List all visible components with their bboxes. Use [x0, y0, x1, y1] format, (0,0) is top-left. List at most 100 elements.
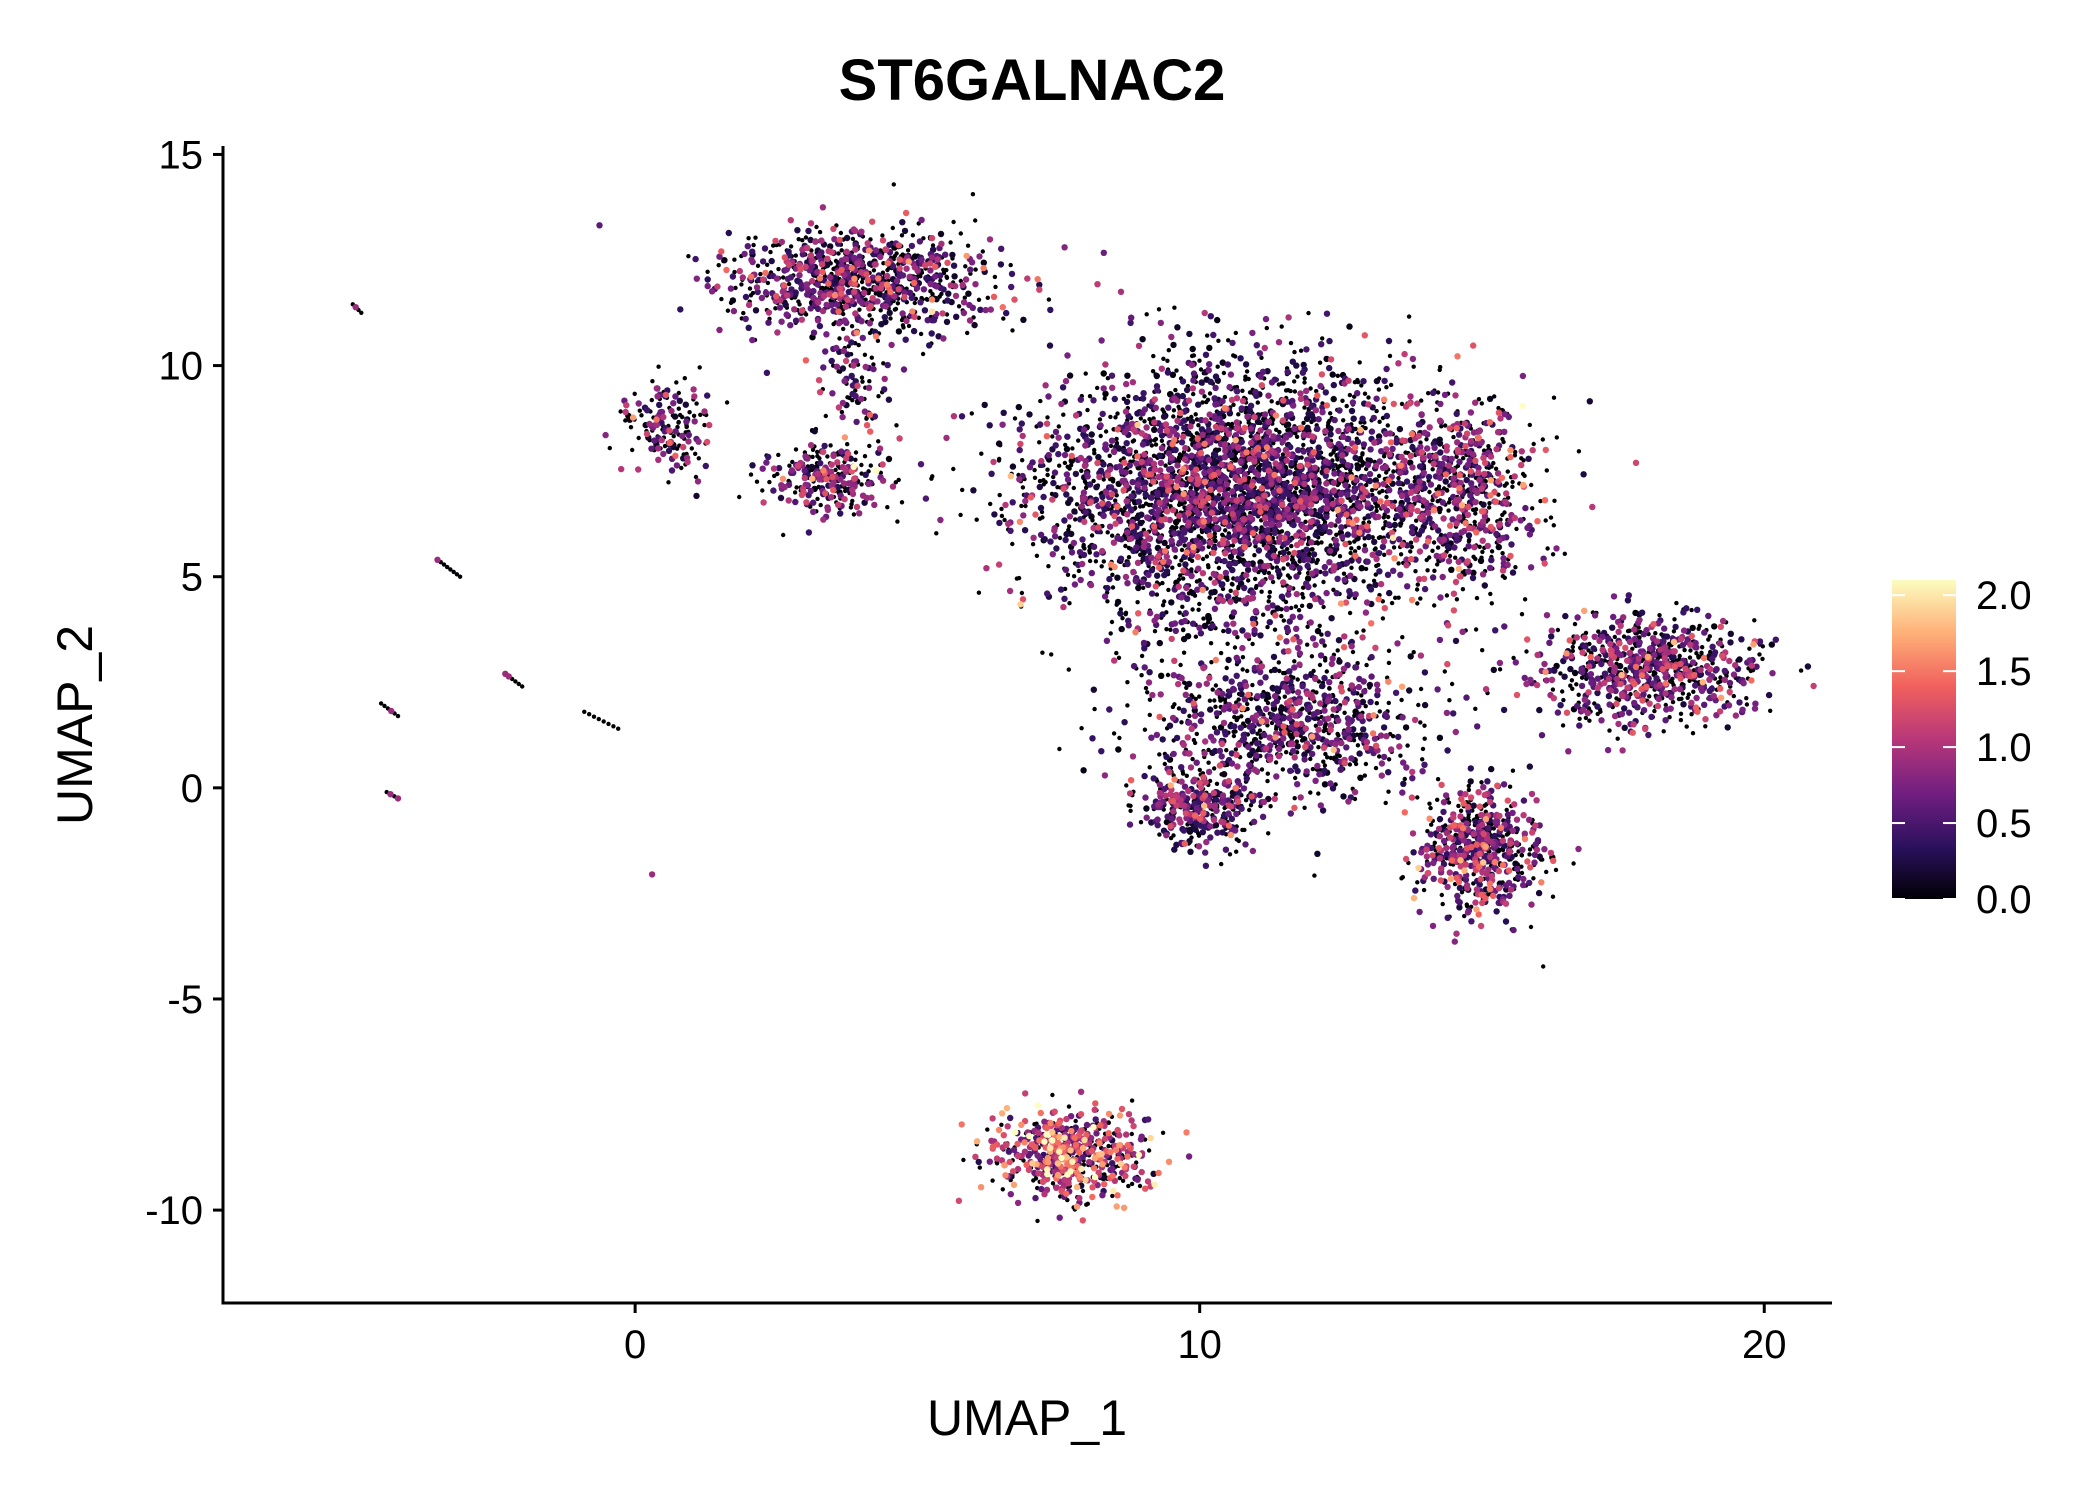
cell-point: [611, 724, 616, 729]
cell-point: [1377, 709, 1383, 714]
cell-point: [1466, 787, 1472, 793]
cell-point: [1212, 698, 1217, 703]
cell-point: [1240, 667, 1245, 672]
cell-point: [776, 452, 781, 458]
cell-point: [1138, 416, 1144, 421]
cell-point: [1259, 767, 1265, 772]
cell-point: [1227, 852, 1233, 857]
cell-point: [1373, 377, 1381, 385]
cell-point: [1205, 615, 1213, 622]
cell-point: [981, 401, 988, 409]
cell-point: [1093, 484, 1100, 491]
cell-point: [815, 449, 820, 455]
cell-point: [1108, 443, 1114, 449]
cell-point: [1060, 555, 1066, 560]
cell-point: [892, 253, 897, 259]
cell-point: [881, 361, 886, 366]
cell-point: [1170, 565, 1175, 570]
cell-point: [1454, 597, 1460, 602]
cell-point: [596, 716, 601, 722]
cell-point: [1574, 682, 1579, 687]
cell-point: [1236, 697, 1241, 702]
cell-point: [1607, 728, 1612, 733]
cell-point: [1570, 644, 1576, 650]
cell-point: [1544, 468, 1550, 473]
cell-point: [705, 269, 710, 274]
cell-point: [1479, 401, 1485, 406]
cell-point: [1440, 901, 1445, 907]
cell-point: [732, 269, 737, 275]
cell-point: [1239, 627, 1246, 634]
cell-point: [1201, 616, 1206, 621]
cell-point: [1171, 408, 1177, 413]
cell-point: [910, 233, 916, 238]
cell-point: [1435, 545, 1441, 550]
cell-point: [934, 531, 939, 536]
cell-point: [1037, 516, 1043, 521]
cell-point: [1500, 706, 1508, 714]
cell-point: [1449, 681, 1455, 687]
cell-point: [1200, 400, 1205, 405]
cell-point: [1421, 701, 1429, 709]
cell-point: [1252, 553, 1257, 558]
cell-point: [781, 532, 786, 538]
cell-point: [1063, 491, 1070, 498]
cell-point: [1189, 353, 1195, 359]
cell-point: [1056, 424, 1062, 429]
cell-point: [1292, 379, 1297, 384]
cell-point: [1384, 470, 1389, 475]
cell-point: [1615, 736, 1620, 741]
cell-point: [1185, 430, 1192, 437]
cell-point: [1224, 748, 1229, 753]
cell-point: [1703, 724, 1708, 729]
cell-point: [1032, 475, 1038, 480]
cell-point: [746, 236, 751, 241]
cell-point: [1509, 569, 1517, 576]
cell-point: [1153, 442, 1159, 447]
cell-point: [1487, 501, 1492, 506]
cell-point: [1085, 407, 1090, 413]
cell-point: [1446, 508, 1451, 513]
cell-point: [1391, 469, 1396, 474]
cell-point: [1402, 776, 1408, 782]
cell-point: [1409, 444, 1416, 451]
cell-point: [1520, 471, 1526, 477]
cell-point: [1427, 801, 1432, 806]
cell-point: [1166, 722, 1174, 729]
cell-point: [781, 275, 786, 280]
cell-point: [587, 712, 592, 717]
cell-point: [1431, 540, 1437, 545]
cell-point: [1106, 1143, 1111, 1149]
cell-point: [1293, 604, 1299, 609]
cell-point: [719, 296, 724, 302]
cell-point: [1174, 368, 1179, 373]
cell-point: [674, 380, 679, 385]
cell-point: [1524, 649, 1529, 654]
cell-point: [969, 411, 974, 416]
cell-point: [875, 338, 881, 343]
cell-point: [693, 451, 698, 456]
cell-point: [800, 238, 805, 243]
cell-point: [1161, 571, 1168, 579]
cell-point: [792, 490, 798, 495]
cell-point: [1281, 618, 1287, 623]
cell-point: [1689, 607, 1694, 613]
cell-point: [1179, 547, 1185, 553]
cell-point: [1480, 501, 1487, 508]
cell-point: [948, 240, 953, 245]
cell-point: [1173, 555, 1178, 560]
cell-point: [662, 443, 668, 449]
cell-point: [1156, 452, 1163, 459]
cell-point: [1087, 548, 1092, 553]
cell-point: [1110, 572, 1115, 577]
cell-point: [1473, 556, 1478, 562]
cell-point: [628, 425, 634, 430]
cell-point: [1200, 556, 1206, 562]
cell-point: [1363, 761, 1369, 767]
cell-point: [1321, 759, 1326, 764]
cell-point: [1352, 454, 1359, 462]
cell-point: [1113, 415, 1118, 420]
cell-point: [1393, 595, 1398, 600]
cell-point: [997, 261, 1005, 268]
cell-point: [1428, 805, 1433, 811]
